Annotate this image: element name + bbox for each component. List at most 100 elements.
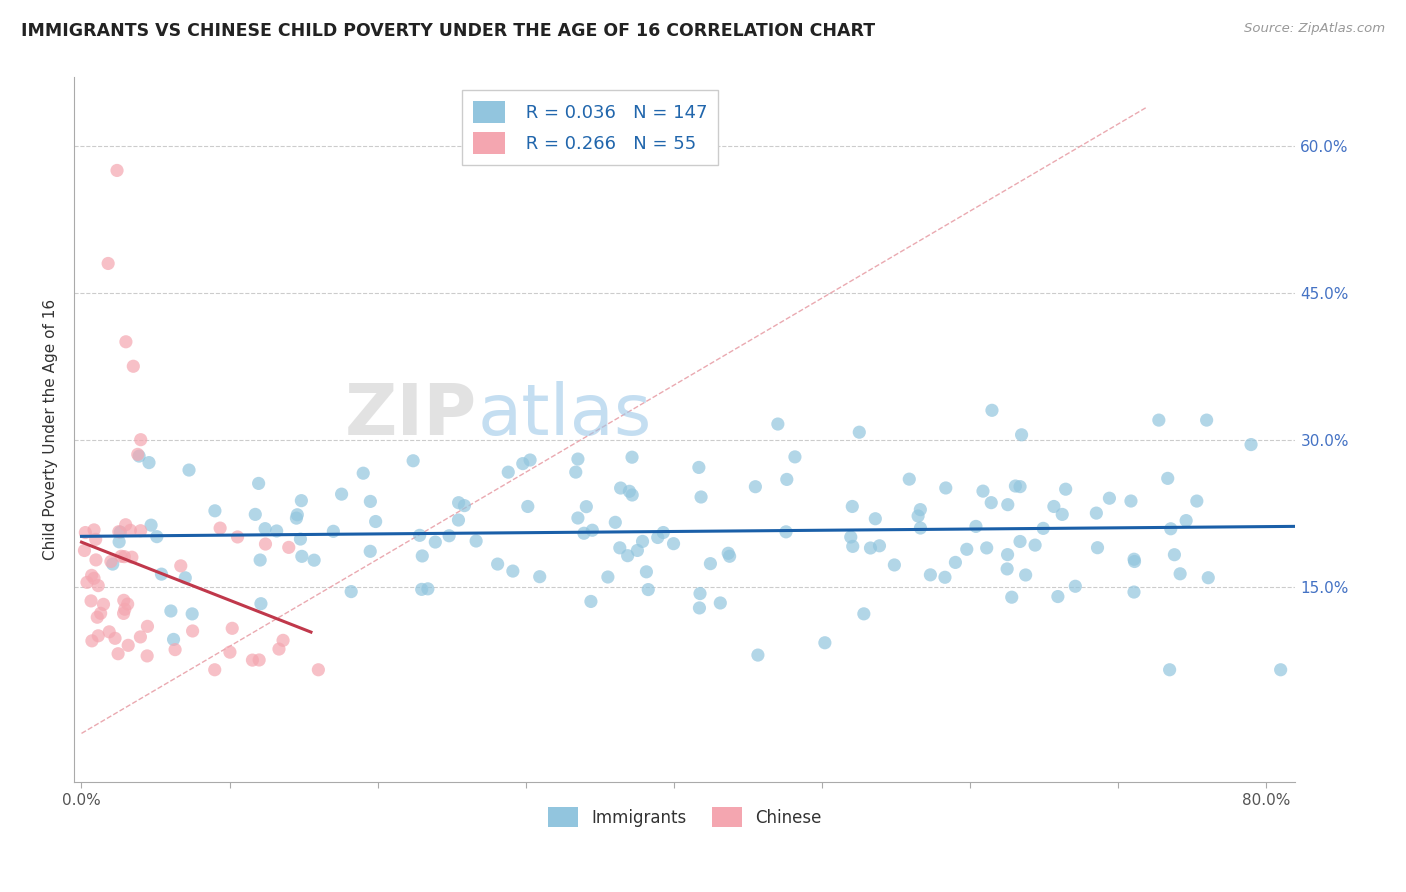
Point <box>114 602 136 616</box>
Point <box>841 500 863 514</box>
Point <box>86 610 108 624</box>
Point <box>98 624 121 639</box>
Point <box>689 586 711 600</box>
Point <box>1024 538 1046 552</box>
Point <box>747 648 769 662</box>
Point <box>516 500 538 514</box>
Point <box>744 480 766 494</box>
Point <box>181 624 204 638</box>
Point <box>120 524 142 538</box>
Point <box>976 541 998 555</box>
Point <box>852 607 875 621</box>
Point <box>565 465 588 479</box>
Point <box>1008 534 1031 549</box>
Point <box>956 542 979 557</box>
Point <box>402 454 425 468</box>
Point <box>1043 500 1066 514</box>
Point <box>699 557 721 571</box>
Point <box>567 511 589 525</box>
Point <box>839 530 862 544</box>
Point <box>100 554 122 568</box>
Point <box>688 460 710 475</box>
Point <box>717 546 740 560</box>
Point <box>1011 427 1033 442</box>
Point <box>271 633 294 648</box>
Point <box>997 498 1019 512</box>
Point <box>1240 437 1263 451</box>
Point <box>859 541 882 555</box>
Point <box>249 553 271 567</box>
Point <box>84 533 107 547</box>
Point <box>416 582 439 596</box>
Point <box>776 472 799 486</box>
Point <box>1119 494 1142 508</box>
Point <box>766 417 789 431</box>
Point <box>80 633 103 648</box>
Point <box>1054 482 1077 496</box>
Point <box>596 570 619 584</box>
Point <box>662 536 685 550</box>
Point <box>1123 552 1146 566</box>
Point <box>1123 554 1146 568</box>
Point <box>129 524 152 538</box>
Point <box>1014 568 1036 582</box>
Text: Source: ZipAtlas.com: Source: ZipAtlas.com <box>1244 22 1385 36</box>
Point <box>267 642 290 657</box>
Point <box>221 621 243 635</box>
Point <box>575 500 598 514</box>
Text: ZIP: ZIP <box>344 381 477 450</box>
Point <box>1046 590 1069 604</box>
Point <box>775 524 797 539</box>
Point <box>250 597 273 611</box>
Point <box>935 481 957 495</box>
Point <box>112 607 135 621</box>
Point <box>302 553 325 567</box>
Point <box>291 549 314 564</box>
Point <box>1175 514 1198 528</box>
Point <box>112 549 135 564</box>
Point <box>447 513 470 527</box>
Point <box>1168 566 1191 581</box>
Point <box>105 163 128 178</box>
Point <box>122 359 145 374</box>
Point <box>87 629 110 643</box>
Point <box>408 528 430 542</box>
Point <box>437 529 460 543</box>
Point <box>117 597 139 611</box>
Point <box>285 508 308 522</box>
Point <box>160 604 183 618</box>
Point <box>605 516 627 530</box>
Point <box>84 553 107 567</box>
Point <box>162 632 184 647</box>
Point <box>290 532 312 546</box>
Point <box>129 630 152 644</box>
Point <box>1098 491 1121 506</box>
Point <box>226 530 249 544</box>
Point <box>1197 571 1219 585</box>
Point <box>609 541 631 555</box>
Point <box>150 567 173 582</box>
Point <box>204 504 226 518</box>
Point <box>898 472 921 486</box>
Point <box>621 488 644 502</box>
Point <box>883 558 905 572</box>
Point <box>502 564 524 578</box>
Point <box>783 450 806 464</box>
Point <box>104 632 127 646</box>
Point <box>848 425 870 440</box>
Point <box>266 524 288 538</box>
Point <box>486 557 509 571</box>
Point <box>636 565 658 579</box>
Point <box>1123 585 1146 599</box>
Point <box>136 619 159 633</box>
Point <box>1159 663 1181 677</box>
Point <box>865 512 887 526</box>
Point <box>83 571 105 585</box>
Point <box>910 521 932 535</box>
Point <box>254 522 277 536</box>
Point <box>567 452 589 467</box>
Point <box>647 531 669 545</box>
Point <box>127 447 149 461</box>
Point <box>1329 442 1351 457</box>
Point <box>512 457 534 471</box>
